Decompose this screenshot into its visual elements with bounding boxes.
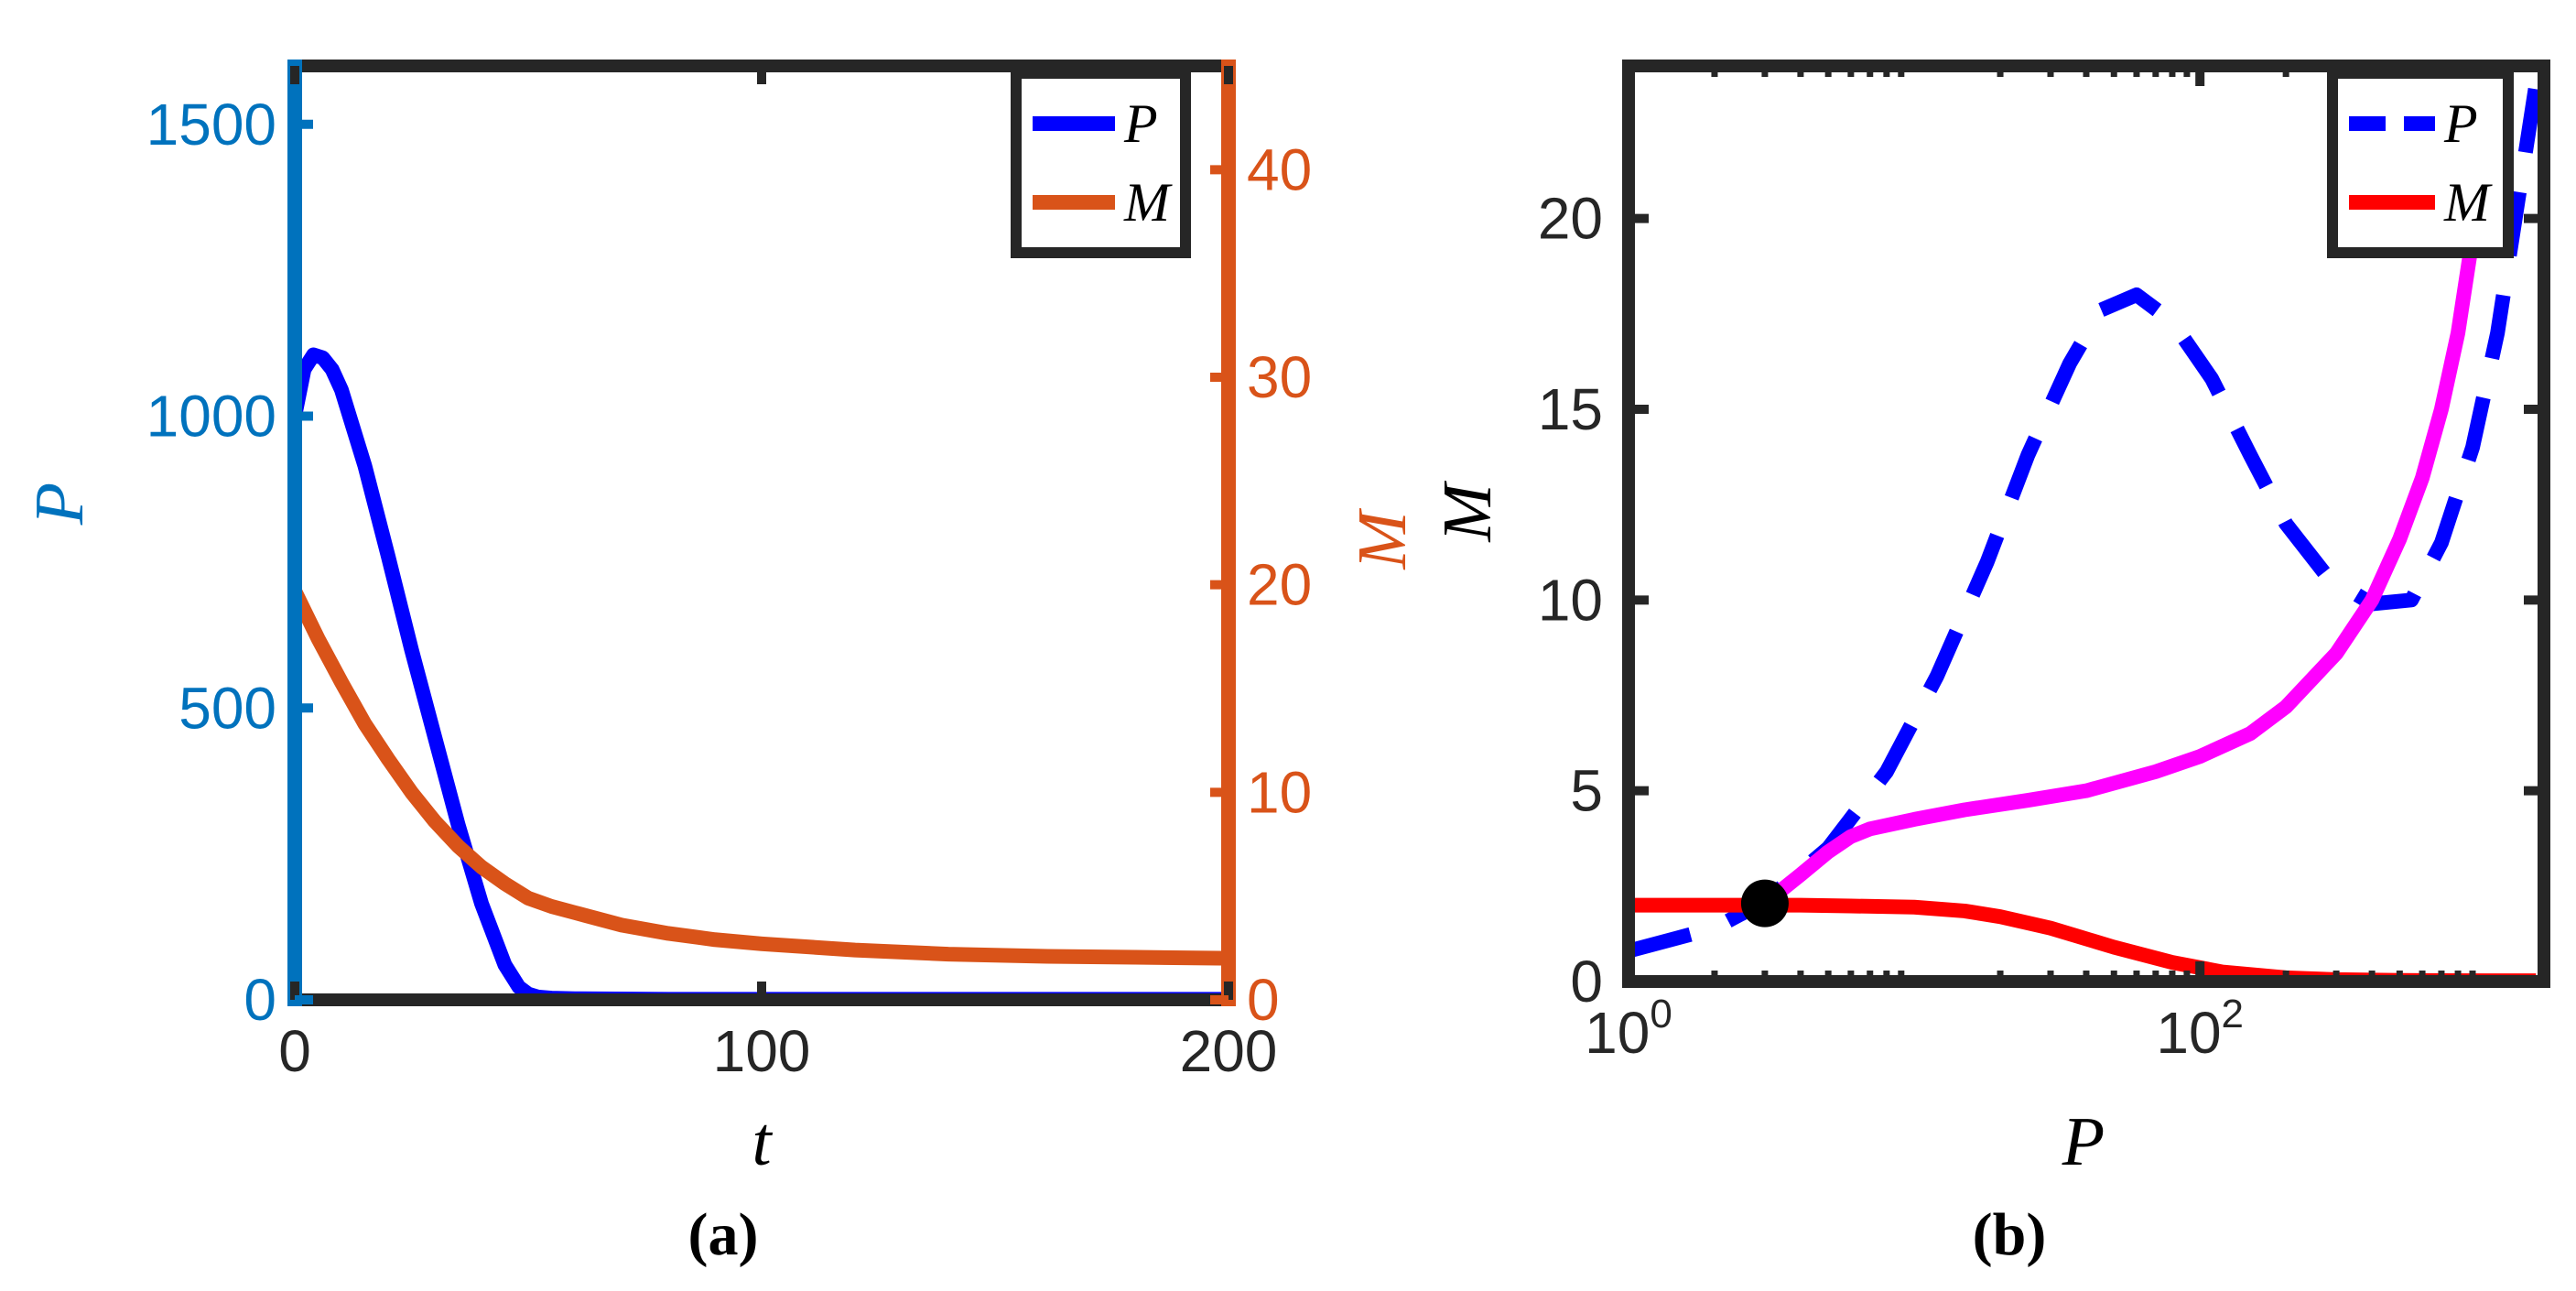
- x-tick-label: 100: [713, 1018, 811, 1084]
- panel-b-y-label: M: [1429, 481, 1506, 543]
- y-tick-label: 0: [1570, 949, 1603, 1014]
- x-tick-label: 102: [2156, 992, 2244, 1066]
- y-left-tick-label: 500: [179, 675, 276, 741]
- panel-a-label: (a): [688, 1201, 759, 1268]
- y-left-tick-label: 1500: [146, 92, 276, 157]
- series-line-P: [1629, 83, 2544, 959]
- y-right-tick-label: 30: [1247, 344, 1312, 410]
- y-tick-label: 5: [1570, 758, 1603, 824]
- panel-b-label: (b): [1973, 1201, 2047, 1268]
- panel-b-x-label: P: [2062, 1103, 2105, 1180]
- panel-a-legend: PM: [1011, 68, 1191, 258]
- panel-a-axes: [287, 60, 1236, 1006]
- legend-label-P: P: [1123, 93, 1158, 154]
- legend-box: [2327, 68, 2514, 258]
- y-right-tick-label: 40: [1247, 136, 1312, 202]
- panel-a-y-label-right: M: [1344, 508, 1421, 570]
- x-tick-label: 0: [278, 1018, 311, 1084]
- x-tick-label: 200: [1180, 1018, 1278, 1084]
- equilibrium-point: [1740, 879, 1789, 928]
- series-line-P: [295, 347, 1228, 1000]
- series-line-M: [295, 583, 1228, 966]
- y-right-tick-label: 0: [1247, 967, 1280, 1033]
- panel-b-tick-labels: 100 102 0 5 10 15 20: [1538, 186, 2244, 1066]
- y-right-tick-label: 20: [1247, 552, 1312, 618]
- y-tick-label: 15: [1538, 376, 1603, 442]
- y-left-tick-label: 1000: [146, 384, 276, 450]
- legend-label-M: M: [1123, 172, 1173, 233]
- panel-b-axes: [1622, 60, 2550, 988]
- panel-a-x-label: t: [752, 1103, 773, 1180]
- panel-a-plot-area: [295, 347, 1228, 1000]
- panel-b-legend: PM: [2327, 68, 2514, 258]
- legend-label-P: P: [2443, 93, 2478, 154]
- y-left-tick-label: 0: [244, 967, 276, 1033]
- y-right-tick-label: 10: [1247, 759, 1312, 825]
- panel-a-y-label-left: P: [21, 483, 98, 526]
- y-tick-label: 10: [1538, 567, 1603, 633]
- x-tick-label: 100: [1585, 992, 1672, 1066]
- series-line-trajectory: [1759, 122, 2494, 909]
- y-tick-label: 20: [1538, 186, 1603, 252]
- legend-box: [1011, 68, 1191, 258]
- legend-label-M: M: [2443, 172, 2493, 233]
